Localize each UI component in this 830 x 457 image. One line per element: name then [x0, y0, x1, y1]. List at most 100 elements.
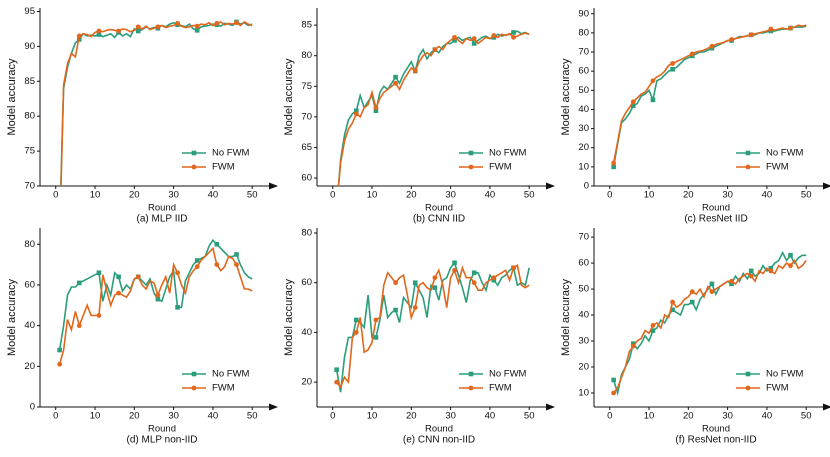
y-tick-label: 10: [578, 161, 589, 172]
y-tick-label: 20: [578, 142, 589, 153]
legend-marker: [191, 150, 197, 156]
marker: [611, 164, 616, 170]
y-tick-label: 60: [301, 277, 312, 288]
x-axis-label: Round: [425, 424, 453, 435]
marker: [96, 313, 102, 318]
panel: 70 75 80 85 90 95 0 10 20 30 40 50 Round(a) MLP IID M…: [6, 6, 278, 244]
legend-label: FWM: [766, 162, 789, 173]
axis-arrow: [823, 403, 830, 411]
y-tick-label: 50: [578, 85, 589, 96]
x-tick-label: 30: [722, 411, 733, 422]
x-tick-label: 50: [524, 411, 535, 422]
x-tick-label: 0: [53, 190, 58, 201]
marker: [452, 38, 457, 43]
chart-title: (d) MLP non-IID: [127, 435, 198, 446]
legend-marker: [191, 371, 197, 377]
y-tick-label: 90: [24, 41, 35, 52]
chart-title: (b) CNN IID: [413, 214, 465, 225]
legend-marker: [191, 164, 197, 170]
x-tick-label: 30: [445, 190, 456, 201]
marker: [214, 20, 220, 26]
marker: [116, 28, 121, 34]
legend-marker: [468, 150, 474, 156]
x-axis-label: Round: [702, 203, 730, 214]
x-tick-label: 40: [762, 190, 773, 201]
y-tick-label: 20: [301, 377, 312, 388]
marker: [194, 28, 200, 33]
x-tick-label: 10: [90, 190, 101, 201]
x-tick-label: 40: [208, 411, 219, 422]
marker: [373, 105, 379, 111]
legend-label: FWM: [489, 383, 512, 394]
panel: 0 10 20 30 40 50 60 70 80 90 0 10 20 30 40 50 Round(c) R…: [560, 8, 830, 225]
marker: [373, 335, 379, 340]
x-tick-label: 10: [367, 190, 378, 201]
y-tick-label: 80: [301, 227, 312, 238]
marker: [175, 20, 180, 26]
y-tick-label: 70: [301, 111, 312, 122]
marker: [670, 299, 675, 305]
y-axis-label: Model accuracy: [283, 58, 295, 136]
y-tick-label: 90: [578, 8, 589, 19]
marker: [611, 390, 617, 396]
x-tick-label: 0: [53, 411, 58, 422]
marker: [788, 252, 793, 258]
series-line: [335, 263, 530, 389]
marker: [491, 275, 497, 281]
marker: [393, 280, 398, 286]
legend-label: No FWM: [489, 148, 527, 159]
plot-area: [611, 24, 807, 170]
x-tick-label: 30: [445, 411, 456, 422]
x-tick-label: 0: [330, 190, 335, 201]
y-tick-label: 40: [301, 327, 312, 338]
marker: [670, 307, 675, 313]
marker: [194, 258, 200, 263]
y-tick-label: 20: [24, 361, 35, 372]
marker: [76, 33, 82, 39]
x-tick-label: 40: [762, 411, 773, 422]
series-line: [58, 246, 253, 365]
legend-label: FWM: [212, 383, 235, 394]
marker: [76, 280, 82, 286]
x-tick-label: 50: [801, 411, 812, 422]
marker: [175, 305, 180, 310]
series-line: [612, 250, 807, 397]
marker: [432, 285, 438, 290]
y-axis-label: Model accuracy: [560, 278, 572, 356]
panel: 60 65 70 75 80 85 0 10 20 30 40 50 Round(b) CNN IID M…: [283, 8, 555, 225]
marker: [234, 262, 239, 268]
legend-label: FWM: [212, 162, 235, 173]
marker: [471, 270, 477, 276]
marker: [650, 97, 656, 103]
marker: [175, 270, 180, 276]
x-tick-label: 50: [524, 190, 535, 201]
y-tick-label: 85: [301, 20, 312, 31]
legend-marker: [191, 385, 197, 391]
y-tick-label: 0: [584, 181, 589, 192]
plot-area: [57, 238, 253, 367]
marker: [650, 323, 656, 328]
marker: [768, 268, 774, 274]
marker: [57, 239, 62, 244]
marker: [373, 317, 379, 323]
marker: [334, 379, 340, 385]
marker: [630, 99, 636, 105]
marker: [96, 270, 102, 276]
marker: [116, 274, 121, 280]
series-line: [612, 258, 807, 394]
x-tick-label: 30: [168, 190, 179, 201]
marker: [353, 317, 359, 323]
y-tick-label: 40: [578, 104, 589, 115]
marker: [155, 296, 161, 302]
y-tick-label: 80: [578, 27, 589, 38]
plot-area: [57, 19, 253, 244]
y-tick-label: 75: [24, 146, 35, 157]
x-tick-label: 50: [247, 190, 258, 201]
x-axis-label: Round: [425, 203, 453, 214]
marker: [116, 290, 121, 296]
x-tick-label: 40: [485, 411, 496, 422]
panel: 20 40 60 80 0 10 20 30 40 50 Round(e) CNN non-IID M…: [283, 227, 555, 446]
marker: [412, 280, 418, 285]
legend-label: No FWM: [766, 148, 804, 159]
marker: [709, 43, 715, 49]
